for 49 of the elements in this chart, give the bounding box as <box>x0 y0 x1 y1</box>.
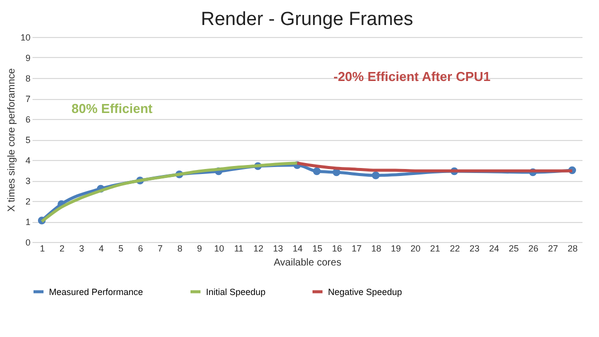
y-tick-label: 10 <box>20 32 30 42</box>
x-tick-label: 14 <box>292 244 303 254</box>
x-tick-label: 19 <box>390 244 401 254</box>
annotation: 80% Efficient <box>72 101 154 116</box>
x-tick-label: 18 <box>371 244 382 254</box>
x-tick-label: 10 <box>214 244 224 254</box>
x-tick-label: 8 <box>177 244 182 254</box>
legend-label: Negative Speedup <box>328 286 402 297</box>
x-tick-label: 17 <box>352 244 362 254</box>
y-tick-label: 1 <box>25 217 30 227</box>
y-tick-label: 3 <box>25 176 30 186</box>
x-tick-label: 3 <box>79 244 84 254</box>
x-tick-label: 21 <box>430 244 440 254</box>
legend-label: Initial Speedup <box>206 286 266 297</box>
x-axis-title: Available cores <box>274 258 342 268</box>
x-tick-label: 4 <box>98 244 104 254</box>
x-tick-label: 5 <box>118 244 124 254</box>
y-axis-title: X times single core perforamnce <box>6 68 18 212</box>
y-tick-label: 2 <box>25 196 30 206</box>
x-tick-label: 20 <box>410 244 421 254</box>
y-tick-label: 0 <box>25 238 30 248</box>
legend-label: Measured Performance <box>49 286 144 297</box>
x-tick-label: 6 <box>138 244 144 254</box>
point <box>312 167 321 176</box>
x-tick-label: 16 <box>332 244 342 254</box>
y-tick-label: 4 <box>25 156 30 166</box>
x-tick-label: 13 <box>273 244 284 254</box>
annotation: -20% Efficient After CPU1 <box>334 69 490 84</box>
x-tick-label: 9 <box>196 244 202 254</box>
x-tick-label: 12 <box>253 244 264 254</box>
x-tick-label: 23 <box>469 244 480 254</box>
y-tick-label: 7 <box>25 94 30 104</box>
x-tick-label: 26 <box>528 244 538 254</box>
x-tick-label: 15 <box>312 244 322 254</box>
x-tick-label: 22 <box>450 244 460 254</box>
x-tick-label: 2 <box>59 244 64 254</box>
x-tick-label: 24 <box>489 244 500 254</box>
point <box>372 172 380 180</box>
y-tick-label: 5 <box>25 135 30 145</box>
x-tick-label: 28 <box>568 244 578 254</box>
x-tick-label: 27 <box>548 244 558 254</box>
y-tick-label: 8 <box>25 74 30 84</box>
chart-title: Render - Grunge Frames <box>200 9 414 30</box>
x-tick-label: 25 <box>508 244 519 254</box>
x-tick-label: 7 <box>158 244 163 254</box>
x-tick-label: 11 <box>234 244 244 254</box>
y-tick-label: 9 <box>25 53 30 63</box>
y-tick-label: 6 <box>25 114 30 124</box>
x-tick-label: 1 <box>40 244 45 254</box>
